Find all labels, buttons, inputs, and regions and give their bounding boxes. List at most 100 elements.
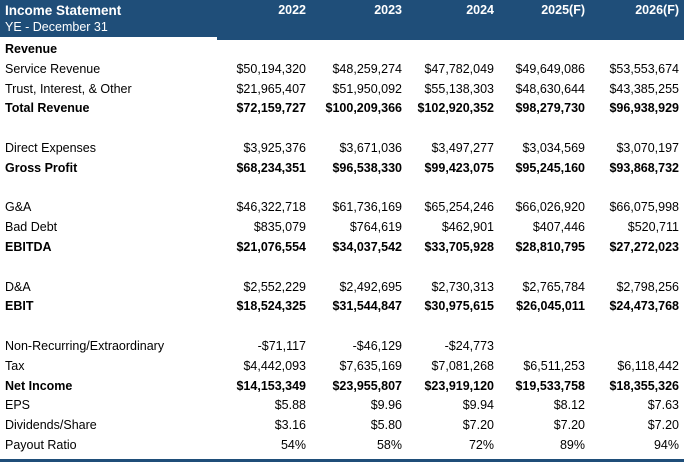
value-cell[interactable]: 72% (468, 437, 494, 452)
value-cell[interactable] (585, 119, 679, 139)
row-label[interactable]: Dividends/Share (5, 418, 97, 433)
value-cell[interactable]: $2,765,784 (522, 279, 585, 294)
value-cell[interactable]: $23,919,120 (424, 378, 494, 393)
value-cell[interactable]: $2,492,695 (339, 279, 402, 294)
value-cell[interactable]: $3,034,569 (522, 140, 585, 155)
value-cell[interactable]: $47,782,049 (424, 61, 494, 76)
value-cell[interactable]: $98,279,730 (515, 101, 585, 116)
value-cell[interactable]: $21,076,554 (236, 239, 306, 254)
value-cell[interactable]: $2,730,313 (431, 279, 494, 294)
value-cell[interactable]: $14,153,349 (236, 378, 306, 393)
value-cell[interactable]: 89% (559, 437, 585, 452)
row-label[interactable] (0, 317, 212, 337)
value-cell[interactable]: $43,385,255 (609, 81, 679, 96)
value-cell[interactable] (402, 40, 494, 60)
value-cell[interactable]: $7,635,169 (339, 358, 402, 373)
value-cell[interactable] (212, 179, 306, 199)
value-cell[interactable]: $4,442,093 (243, 358, 306, 373)
value-cell[interactable]: $49,649,086 (515, 61, 585, 76)
value-cell[interactable]: $3.16 (274, 418, 306, 433)
value-cell[interactable]: 94% (653, 437, 679, 452)
row-label[interactable]: Trust, Interest, & Other (5, 81, 132, 96)
row-label[interactable]: EBIT (5, 299, 34, 314)
value-cell[interactable]: $5.80 (370, 418, 402, 433)
value-cell[interactable]: $835,079 (253, 220, 306, 235)
value-cell[interactable] (585, 337, 679, 357)
value-cell[interactable]: $26,045,011 (516, 299, 585, 314)
value-cell[interactable]: -$24,773 (444, 338, 494, 353)
row-label[interactable]: EBITDA (5, 239, 52, 254)
value-cell[interactable]: $7.20 (647, 418, 679, 433)
value-cell[interactable] (212, 119, 306, 139)
value-cell[interactable]: $7.20 (462, 418, 494, 433)
value-cell[interactable] (494, 337, 585, 357)
value-cell[interactable]: $33,705,928 (424, 239, 494, 254)
column-header-2026f[interactable]: 2026(F) (635, 3, 679, 17)
value-cell[interactable]: 58% (376, 437, 402, 452)
value-cell[interactable]: $2,798,256 (616, 279, 679, 294)
row-label[interactable]: Bad Debt (5, 220, 58, 235)
value-cell[interactable]: $3,070,197 (616, 140, 679, 155)
value-cell[interactable]: $21,965,407 (236, 81, 306, 96)
value-cell[interactable]: $3,497,277 (431, 140, 494, 155)
row-label[interactable]: Total Revenue (5, 101, 90, 116)
value-cell[interactable]: $18,524,325 (236, 299, 306, 314)
row-label[interactable]: Net Income (5, 378, 73, 393)
value-cell[interactable]: $23,955,807 (332, 378, 402, 393)
value-cell[interactable] (585, 179, 679, 199)
value-cell[interactable] (585, 258, 679, 278)
value-cell[interactable]: $520,711 (627, 220, 679, 235)
value-cell[interactable] (306, 119, 402, 139)
value-cell[interactable] (212, 40, 306, 60)
value-cell[interactable]: $51,950,092 (332, 81, 402, 96)
value-cell[interactable]: $7.20 (553, 418, 585, 433)
row-label[interactable]: Gross Profit (5, 160, 78, 175)
row-label[interactable] (0, 179, 212, 199)
value-cell[interactable] (494, 119, 585, 139)
row-label[interactable] (0, 119, 212, 139)
value-cell[interactable] (306, 317, 402, 337)
column-header-2022[interactable]: 2022 (278, 3, 306, 17)
value-cell[interactable] (402, 258, 494, 278)
value-cell[interactable]: $31,544,847 (332, 299, 402, 314)
value-cell[interactable] (212, 258, 306, 278)
value-cell[interactable]: $2,552,229 (243, 279, 306, 294)
value-cell[interactable]: $34,037,542 (332, 239, 402, 254)
value-cell[interactable]: $19,533,758 (515, 378, 585, 393)
value-cell[interactable]: $95,245,160 (515, 160, 585, 175)
row-label[interactable]: EPS (5, 398, 31, 413)
row-label[interactable]: Payout Ratio (5, 437, 77, 452)
value-cell[interactable]: $9.96 (370, 398, 402, 413)
value-cell[interactable]: $3,671,036 (339, 140, 402, 155)
value-cell[interactable]: $5.88 (274, 398, 306, 413)
value-cell[interactable] (402, 179, 494, 199)
column-header-2025f[interactable]: 2025(F) (541, 3, 585, 17)
row-label[interactable]: Tax (5, 358, 25, 373)
row-label[interactable]: G&A (5, 200, 32, 215)
row-label[interactable]: D&A (5, 279, 31, 294)
value-cell[interactable]: $66,075,998 (609, 200, 679, 215)
value-cell[interactable]: $102,920,352 (417, 101, 494, 116)
row-label[interactable] (0, 258, 212, 278)
value-cell[interactable] (212, 317, 306, 337)
value-cell[interactable]: $407,446 (532, 220, 585, 235)
value-cell[interactable]: $18,355,326 (609, 378, 679, 393)
value-cell[interactable] (494, 258, 585, 278)
column-header-2024[interactable]: 2024 (466, 3, 494, 17)
value-cell[interactable] (494, 40, 585, 60)
value-cell[interactable]: $7.63 (647, 398, 679, 413)
value-cell[interactable]: $93,868,732 (609, 160, 679, 175)
value-cell[interactable] (585, 40, 679, 60)
value-cell[interactable]: $53,553,674 (609, 61, 679, 76)
value-cell[interactable]: $764,619 (349, 220, 402, 235)
value-cell[interactable]: $6,118,442 (617, 358, 679, 373)
value-cell[interactable] (306, 179, 402, 199)
value-cell[interactable] (585, 317, 679, 337)
value-cell[interactable]: $27,272,023 (609, 239, 679, 254)
value-cell[interactable]: $48,630,644 (515, 81, 585, 96)
column-header-2023[interactable]: 2023 (374, 3, 402, 17)
value-cell[interactable]: -$46,129 (352, 338, 402, 353)
value-cell[interactable]: $8.12 (553, 398, 585, 413)
value-cell[interactable]: $50,194,320 (236, 61, 306, 76)
value-cell[interactable] (494, 179, 585, 199)
